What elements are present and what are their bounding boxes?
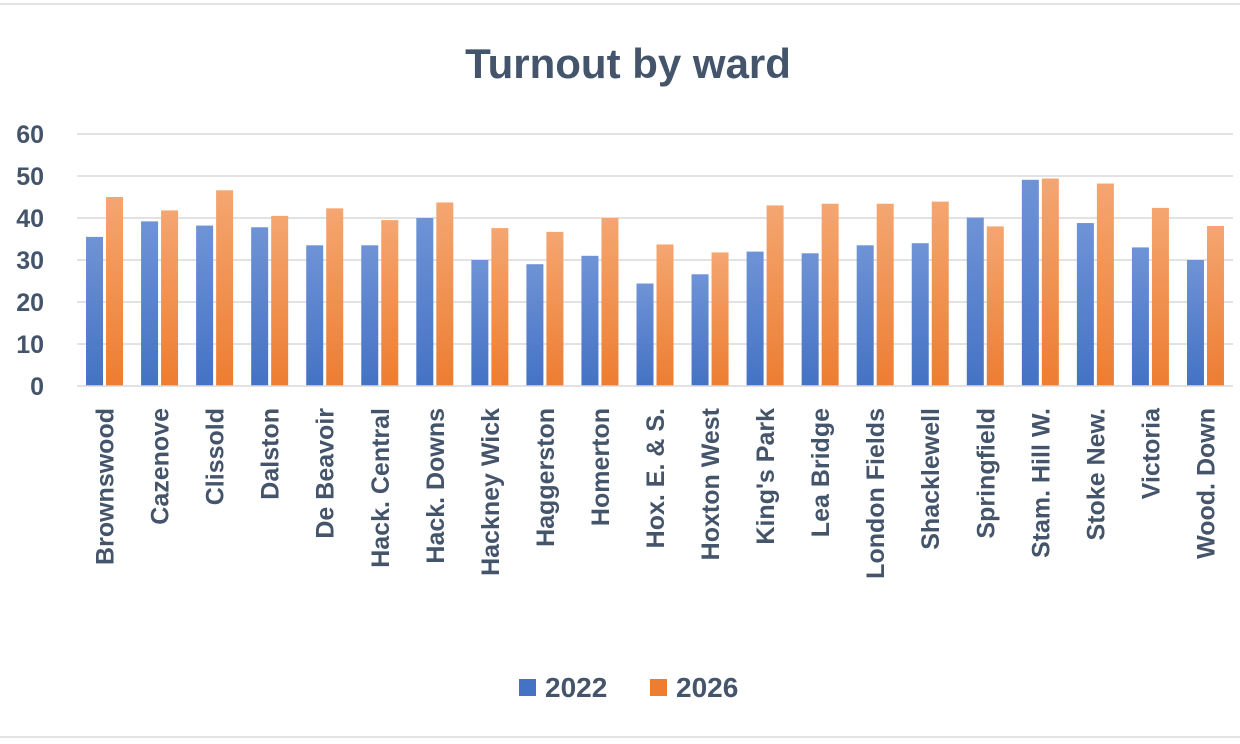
y-tick-label: 40 bbox=[16, 205, 44, 233]
legend-swatch-2026 bbox=[650, 679, 667, 696]
bar-2022-king-s-park bbox=[746, 251, 764, 386]
bar-2022-clissold bbox=[196, 225, 214, 386]
bar-2022-homerton bbox=[581, 255, 599, 386]
bar-2022-hack-downs bbox=[416, 218, 434, 386]
y-tick-label: 10 bbox=[16, 331, 44, 359]
x-tick-label: Hack. Downs bbox=[422, 408, 450, 564]
x-tick-label: Shacklewell bbox=[917, 408, 945, 550]
bar-2022-hoxton-west bbox=[691, 274, 709, 386]
x-tick-label: Cazenove bbox=[147, 408, 175, 525]
top-border bbox=[0, 3, 1240, 5]
x-tick-label: De Beavoir bbox=[312, 408, 340, 539]
x-tick-label: Springfield bbox=[972, 408, 1000, 539]
x-tick-label: Lea Bridge bbox=[807, 408, 835, 537]
bars bbox=[86, 178, 1224, 386]
legend-label-2022: 2022 bbox=[545, 672, 607, 703]
x-tick-label: London Fields bbox=[862, 408, 890, 579]
bar-2026-hoxton-west bbox=[711, 252, 729, 386]
x-tick-label: King's Park bbox=[752, 408, 780, 545]
bar-2026-shacklewell bbox=[931, 201, 949, 386]
bar-2026-stoke-new- bbox=[1096, 183, 1114, 386]
bar-2022-hack-central bbox=[361, 245, 379, 386]
bar-2026-king-s-park bbox=[766, 205, 784, 386]
x-tick-label: Victoria bbox=[1137, 407, 1165, 499]
bar-2026-hack-central bbox=[381, 220, 399, 386]
bar-2022-brownswood bbox=[86, 236, 104, 386]
bar-2026-wood-down bbox=[1206, 225, 1224, 386]
legend-label-2026: 2026 bbox=[676, 672, 738, 703]
bar-2026-clissold bbox=[216, 190, 234, 386]
bar-2022-hox-e-s- bbox=[636, 283, 654, 386]
bar-2026-homerton bbox=[601, 218, 619, 386]
bar-2026-london-fields bbox=[876, 203, 894, 386]
bar-2022-wood-down bbox=[1186, 260, 1204, 386]
bar-2022-shacklewell bbox=[911, 243, 929, 386]
bar-2026-cazenove bbox=[161, 210, 179, 386]
x-tick-label: Haggerston bbox=[532, 408, 560, 547]
bottom-border bbox=[0, 736, 1240, 738]
bar-2022-victoria bbox=[1131, 247, 1149, 386]
x-tick-label: Homerton bbox=[587, 408, 615, 526]
bar-2022-de-beavoir bbox=[306, 245, 324, 386]
bar-2022-stoke-new- bbox=[1076, 223, 1094, 386]
x-tick-label: Brownswood bbox=[92, 408, 120, 565]
y-tick-label: 60 bbox=[16, 121, 44, 149]
gridlines bbox=[77, 133, 1233, 345]
bar-2022-dalston bbox=[251, 227, 269, 386]
x-tick-label: Hox. E. & S. bbox=[642, 408, 670, 548]
y-tick-label: 30 bbox=[16, 247, 44, 275]
x-tick-label: Wood. Down bbox=[1192, 408, 1220, 559]
bar-2026-hackney-wick bbox=[491, 228, 509, 386]
bar-2026-lea-bridge bbox=[821, 203, 839, 386]
y-axis-ticks: 0 10 20 30 40 50 60 bbox=[16, 121, 44, 401]
x-tick-label: Hackney Wick bbox=[477, 408, 505, 576]
x-tick-label: Dalston bbox=[257, 408, 285, 500]
bar-2026-brownswood bbox=[106, 197, 124, 386]
bar-2026-dalston bbox=[271, 215, 289, 386]
bar-2022-london-fields bbox=[856, 245, 874, 386]
legend: 2022 2026 bbox=[519, 672, 738, 703]
chart-title: Turnout by ward bbox=[465, 40, 791, 87]
bar-2026-springfield bbox=[986, 226, 1004, 386]
x-tick-label: Stoke New. bbox=[1082, 408, 1110, 540]
bar-2022-cazenove bbox=[141, 221, 159, 386]
x-tick-label: Stam. Hill W. bbox=[1027, 408, 1055, 558]
y-tick-label: 20 bbox=[16, 289, 44, 317]
bar-2022-stam-hill-w- bbox=[1021, 179, 1039, 386]
bar-2022-lea-bridge bbox=[801, 253, 819, 386]
x-tick-label: Hack. Central bbox=[367, 408, 395, 568]
bar-2026-de-beavoir bbox=[326, 208, 344, 386]
x-tick-label: Clissold bbox=[202, 408, 230, 505]
bar-2026-victoria bbox=[1151, 207, 1169, 386]
legend-swatch-2022 bbox=[519, 679, 536, 696]
bar-2022-springfield bbox=[966, 217, 984, 386]
x-axis-ticks: Brownswood Cazenove Clissold Dalston De Beav… bbox=[92, 407, 1221, 579]
y-tick-label: 50 bbox=[16, 163, 44, 191]
bar-2022-hackney-wick bbox=[471, 260, 489, 386]
y-tick-label: 0 bbox=[30, 373, 44, 401]
bar-2026-hox-e-s- bbox=[656, 244, 674, 386]
bar-2026-haggerston bbox=[546, 231, 564, 386]
bar-2026-stam-hill-w- bbox=[1041, 178, 1059, 386]
x-tick-label: Hoxton West bbox=[697, 407, 725, 560]
bar-2022-haggerston bbox=[526, 264, 544, 386]
bar-2026-hack-downs bbox=[436, 202, 454, 386]
